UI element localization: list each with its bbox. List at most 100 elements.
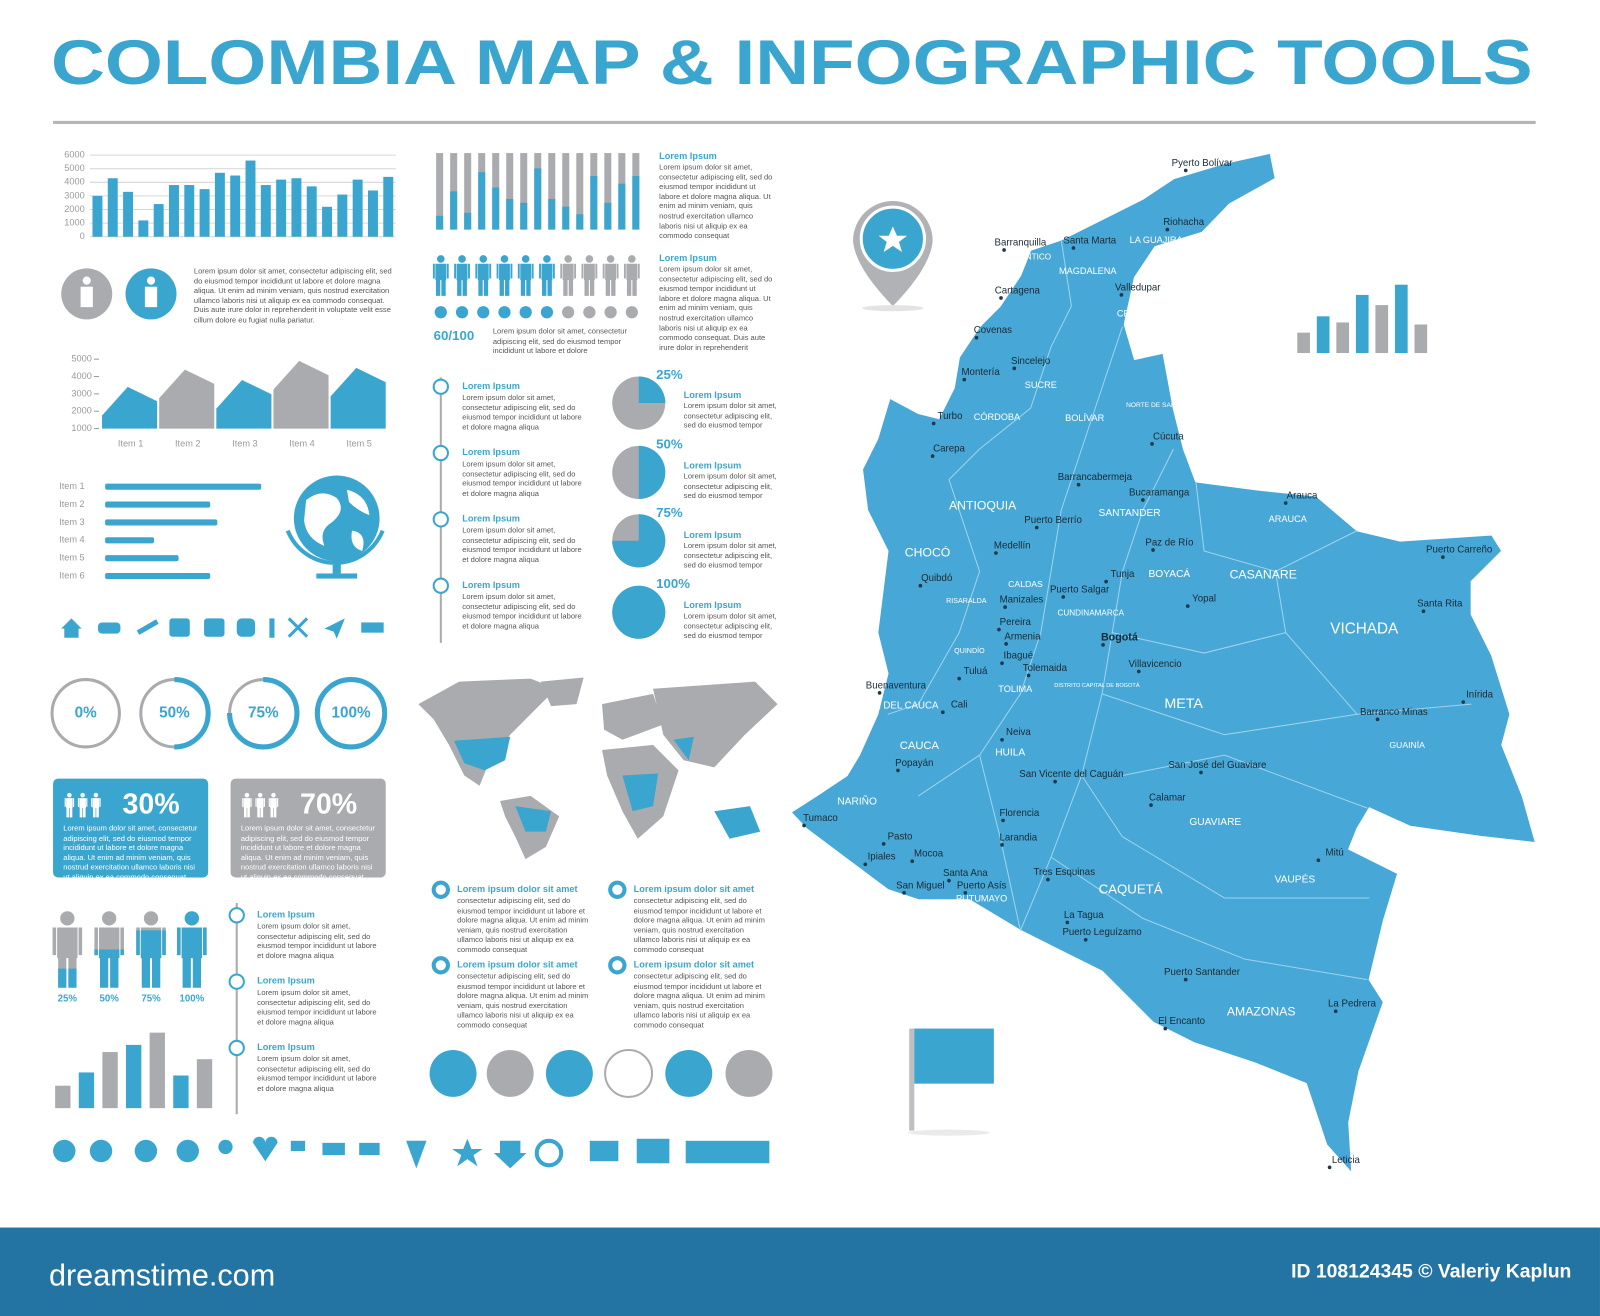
bar	[1414, 324, 1428, 354]
city-label: El Encanto	[1158, 1016, 1205, 1027]
pie-text: Lorem ipsum dolor sit amet, consectetur …	[683, 540, 777, 570]
category-label: Item 5	[59, 553, 84, 563]
city-label: Barrancabermeja	[1058, 472, 1133, 483]
y-tick-label: 3000	[64, 190, 84, 200]
bar	[1394, 284, 1408, 354]
y-tick-label: 1000	[64, 218, 84, 228]
bar	[173, 1075, 189, 1109]
city-label: Tuluá	[964, 666, 988, 677]
city-dot	[1283, 501, 1288, 505]
bar	[92, 195, 103, 237]
figure	[496, 255, 513, 296]
ring-label: 75%	[248, 704, 279, 721]
city-label: Manizales	[1000, 595, 1044, 606]
city-label: Covenas	[974, 325, 1012, 336]
figure	[268, 792, 279, 818]
timeline-node	[432, 444, 449, 462]
person-icons	[61, 268, 177, 320]
city-label: Paz de Río	[1145, 537, 1193, 548]
y-tick-label: 2000	[64, 204, 84, 214]
city-dot	[918, 583, 923, 588]
map-flag	[908, 1028, 994, 1136]
bar	[105, 572, 211, 580]
city-dot	[1001, 818, 1005, 823]
city-dot	[1375, 717, 1380, 722]
figure	[602, 255, 619, 296]
city-label: Villavicencio	[1129, 659, 1182, 670]
bar	[322, 206, 333, 237]
share-label: 70%	[300, 789, 357, 821]
timeline-text: Lorem ipsum dolor sit amet, consectetur …	[462, 459, 582, 498]
region-label: VALLE DEL CAUCA	[851, 701, 939, 712]
city-label: Santa Marta	[1063, 235, 1116, 246]
bar	[125, 1044, 142, 1109]
figure	[255, 792, 265, 818]
category-label: Item 2	[59, 499, 84, 509]
region-label: SUCRE	[1025, 380, 1057, 390]
x-tick-label: Item 4	[289, 438, 315, 448]
figures-total	[560, 255, 640, 319]
city-dot	[1327, 1165, 1332, 1170]
city-dot	[1141, 498, 1145, 502]
city-dot	[1003, 605, 1007, 609]
city-dot	[877, 691, 882, 695]
city-dot	[1199, 770, 1203, 775]
figure-label: 50%	[99, 994, 119, 1005]
city-label: Calamar	[1149, 793, 1186, 804]
x-tick-label: Item 1	[118, 438, 144, 448]
bar-track	[436, 153, 444, 230]
bullet-title: Lorem ipsum dolor sit amet	[633, 883, 755, 894]
bar	[105, 483, 262, 490]
figure	[623, 255, 640, 296]
city-label: La Tagua	[1064, 910, 1104, 921]
city-label: Riohacha	[1163, 217, 1205, 228]
region-label: PUTUMAYO	[956, 893, 1007, 903]
city-dot	[1053, 779, 1057, 784]
city-dot	[1046, 877, 1050, 882]
city-dot	[863, 862, 868, 867]
note-text: Lorem ipsum dolor sit amet, consectetur …	[659, 162, 773, 240]
bar	[55, 1085, 71, 1109]
timeline-title: Lorem Ipsum	[257, 1041, 315, 1053]
city-dot	[1076, 482, 1081, 487]
city-label: Inírida	[1466, 689, 1494, 700]
figure-label: 100%	[179, 994, 204, 1005]
city-dot	[1136, 669, 1141, 674]
city-dot	[1002, 248, 1006, 252]
city-label: Puerto Salgar	[1050, 584, 1110, 595]
bar	[138, 220, 149, 237]
city-dot	[994, 551, 998, 555]
region-label: META	[1164, 696, 1203, 712]
bullet-text: consectetur adipiscing elit, sed do eius…	[457, 971, 589, 1030]
bar	[590, 176, 598, 230]
city-label: Florencia	[999, 808, 1039, 819]
city-label: Santa Rita	[1417, 599, 1463, 610]
x-tick-label: Item 2	[175, 438, 201, 448]
region-label: CÓRDOBA	[974, 412, 1021, 422]
dot	[583, 306, 596, 319]
region-label: ATLANTICO	[1006, 252, 1051, 261]
bar	[436, 215, 444, 230]
page-title: COLOMBIA MAP & INFOGRAPHIC TOOLS	[51, 28, 1533, 98]
city-dot	[997, 627, 1001, 632]
note-title: Lorem Ipsum	[659, 151, 717, 162]
bar	[260, 185, 271, 237]
region-label: CESAR	[1117, 309, 1149, 319]
count-text: Lorem ipsum dolor sit amet, consectetur …	[492, 326, 627, 356]
city-label: Armenia	[1004, 631, 1041, 642]
city-dot	[999, 296, 1003, 300]
figure	[560, 255, 577, 296]
region-label: CAUCA	[900, 740, 940, 752]
city-label: Barranco Minas	[1360, 707, 1428, 718]
timeline-node	[228, 973, 245, 990]
city-label: Carepa	[933, 444, 965, 455]
figure	[432, 255, 449, 296]
city-label: Bucaramanga	[1129, 487, 1190, 498]
bullet	[431, 956, 450, 975]
figure-track	[94, 911, 124, 988]
pie-text: Lorem ipsum dolor sit amet, consectetur …	[683, 611, 777, 640]
region-label: GUAVIARE	[1189, 817, 1241, 828]
city-dot	[941, 710, 945, 715]
region-label: VAUPÉS	[1275, 872, 1316, 885]
